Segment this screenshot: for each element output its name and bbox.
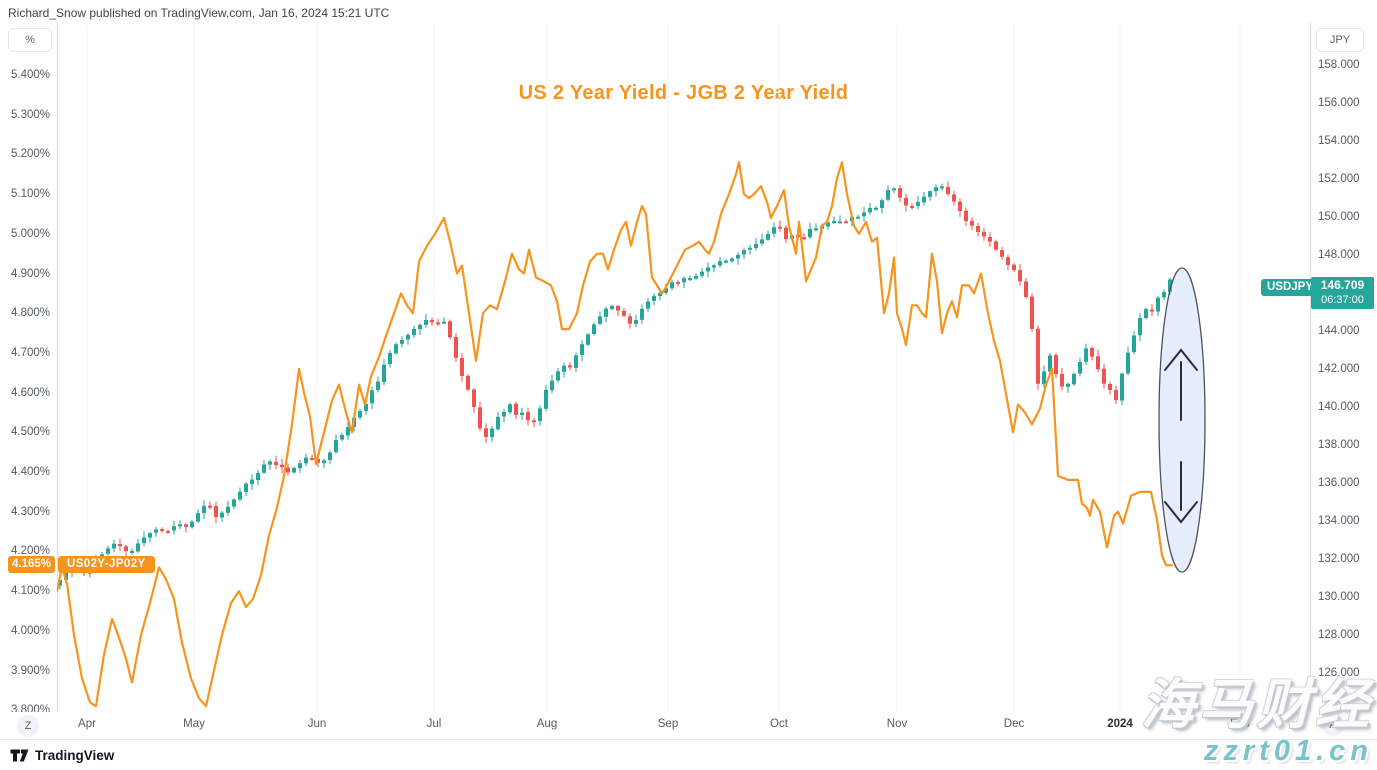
left-axis-tick: 3.900% <box>10 664 50 677</box>
left-axis-tick: 4.800% <box>10 307 50 320</box>
attribution-text: Richard_Snow published on TradingView.co… <box>8 6 390 20</box>
up-arrow-icon <box>1164 348 1198 421</box>
time-axis-label: Sep <box>657 718 679 730</box>
month-gridlines <box>86 25 1241 712</box>
usdjpy-candles-series <box>58 181 1172 590</box>
left-axis-tick: 4.400% <box>10 466 50 478</box>
auto-scale-button[interactable]: A <box>1322 714 1344 736</box>
watermark-url-text: zzrt01.cn <box>1203 735 1373 767</box>
right-axis-tick: 128.000 <box>1318 629 1360 641</box>
spread-line-series <box>57 161 1174 708</box>
right-axis-tick: 138.000 <box>1318 439 1360 451</box>
left-axis-tick: 4.900% <box>10 267 50 280</box>
left-axis-tick: 5.200% <box>10 148 50 161</box>
time-axis-label: Dec <box>1003 718 1025 730</box>
left-axis-separator <box>57 22 58 739</box>
left-axis-tick: 5.100% <box>10 188 50 201</box>
left-axis-tick: 5.300% <box>10 108 50 121</box>
right-axis-tick: 136.000 <box>1318 477 1360 489</box>
tradingview-logo-icon <box>10 749 29 762</box>
time-axis-bottom-border <box>0 739 1377 740</box>
right-axis-unit-button[interactable]: JPY <box>1316 28 1364 52</box>
footer-brand: TradingView <box>10 747 114 764</box>
time-axis[interactable]: Apr May Jun Jul Aug Sep Oct Nov Dec 2024 Feb <box>0 712 1377 739</box>
right-axis-tick: 126.000 <box>1318 667 1360 679</box>
usdjpy-series-label-badge[interactable]: USDJPY <box>1261 279 1320 296</box>
time-axis-label: Apr <box>78 718 96 730</box>
right-axis-tick: 148.000 <box>1318 249 1360 261</box>
down-arrow-icon <box>1164 461 1198 524</box>
spread-series-label-badge[interactable]: US02Y-JP02Y <box>58 556 155 573</box>
right-axis-tick: 132.000 <box>1318 553 1360 565</box>
left-axis-tick: 5.000% <box>10 227 50 240</box>
time-axis-label: Feb <box>1230 718 1250 730</box>
right-axis-tick: 134.000 <box>1318 515 1360 527</box>
left-axis-tick: 4.300% <box>10 505 50 518</box>
usdjpy-last-price: 146.709 <box>1320 278 1365 292</box>
spread-axis-price-badge: 4.165% <box>8 556 55 573</box>
right-axis-tick: 140.000 <box>1318 401 1360 413</box>
ellipse-annotation[interactable] <box>1158 267 1206 573</box>
right-axis-tick: 158.000 <box>1318 59 1360 71</box>
right-axis-tick: 144.000 <box>1318 325 1360 337</box>
time-axis-label: Oct <box>770 718 788 730</box>
right-axis-separator <box>1310 22 1311 739</box>
right-axis-tick: 150.000 <box>1318 211 1360 223</box>
time-axis-label: 2024 <box>1107 718 1133 730</box>
right-axis-tick: 130.000 <box>1318 591 1360 603</box>
time-axis-label: Aug <box>536 718 558 730</box>
timezone-button[interactable]: Z <box>17 715 39 737</box>
left-axis-tick: 4.100% <box>10 585 50 598</box>
left-axis-tick: 4.600% <box>10 386 50 399</box>
left-axis-tick: 4.500% <box>10 426 50 439</box>
left-axis-tick: 4.000% <box>10 624 50 637</box>
right-axis-tick: 152.000 <box>1318 173 1360 185</box>
usdjpy-axis-price-badge: 146.709 06:37:00 <box>1311 277 1374 309</box>
left-axis-tick: 4.700% <box>10 346 50 359</box>
left-axis-unit-button[interactable]: % <box>8 28 52 52</box>
time-axis-label: Nov <box>886 718 908 730</box>
left-axis-tick: 4.200% <box>10 545 50 558</box>
time-axis-label: Jun <box>307 718 327 730</box>
time-axis-label: Jul <box>426 718 442 730</box>
tradingview-brand-text: TradingView <box>35 748 115 763</box>
right-axis-tick: 156.000 <box>1318 97 1360 109</box>
right-axis-tick: 142.000 <box>1318 363 1360 375</box>
chart-title: US 2 Year Yield - JGB 2 Year Yield <box>518 82 849 104</box>
left-axis-tick: 5.400% <box>10 69 50 81</box>
right-axis-tick: 154.000 <box>1318 135 1360 147</box>
usdjpy-bar-countdown: 06:37:00 <box>1321 294 1364 306</box>
main-chart-plot[interactable] <box>57 0 1310 712</box>
time-axis-label: May <box>183 718 205 730</box>
